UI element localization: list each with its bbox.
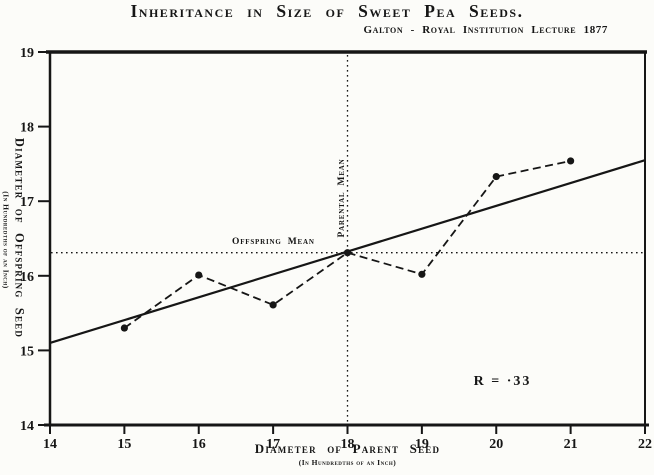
x-tick-label: 16 [192,437,206,452]
x-tick-label: 18 [341,437,355,452]
x-tick-label: 21 [564,437,578,452]
y-axis-sublabel: (In Hundredths of an Inch) [1,191,11,289]
data-point [343,249,352,257]
x-tick-label: 14 [43,437,57,452]
y-tick-label: 15 [20,344,34,359]
x-axis-sublabel: (In Hundredths of an Inch) [298,458,397,467]
data-point [269,301,277,309]
x-tick-label: 20 [489,437,503,452]
y-tick-label: 18 [20,121,34,136]
y-tick-label: 17 [20,195,34,210]
y-tick-label: 16 [20,270,34,285]
x-tick-label: 15 [117,437,131,452]
x-tick-label: 22 [638,437,652,452]
data-point [195,271,203,279]
chart-subtitle: Galton - Royal Institution Lecture 1877 [363,24,608,36]
x-axis-label: Diameter of Parent Seed [254,441,441,456]
offspring-mean-annotation: Offspring Mean [232,237,315,247]
y-axis-label: Diameter of Offspring Seed [12,137,27,339]
parental-mean-annotation: Parental Mean [337,158,347,238]
x-tick-label: 17 [266,437,280,452]
chart-title: Inheritance in Size of Sweet Pea Seeds. [130,1,524,21]
data-point [120,324,128,332]
y-tick-label: 14 [20,419,34,434]
x-tick-label: 19 [415,437,429,452]
data-point [418,270,426,278]
data-point [567,157,575,165]
correlation-coefficient-label: R = ·33 [473,374,532,389]
y-tick-label: 19 [20,46,34,61]
data-point [492,172,500,181]
